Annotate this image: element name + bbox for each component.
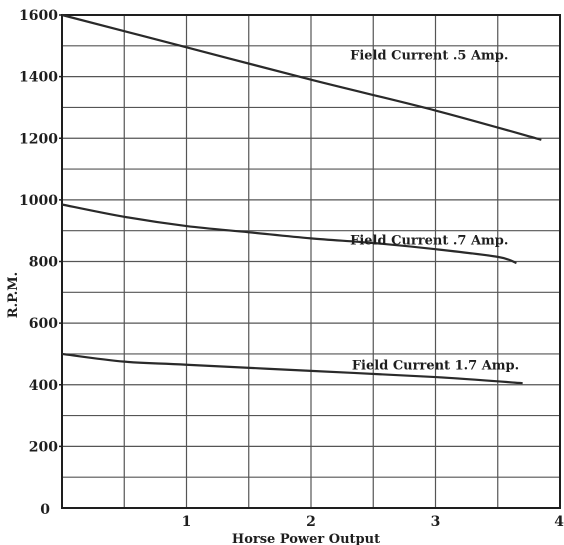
y-tick-label: 800 bbox=[29, 255, 58, 271]
origin-label: 0 bbox=[40, 502, 50, 518]
x-axis-label: Horse Power Output bbox=[232, 532, 380, 545]
series-label-3: Field Current 1.7 Amp. bbox=[352, 358, 519, 373]
y-tick-label: 1600 bbox=[19, 8, 58, 24]
y-tick-label: 200 bbox=[29, 439, 58, 455]
y-tick-labels: 200 400 600 800 1000 1200 1400 1600 0 bbox=[19, 8, 62, 518]
x-tick-label: 3 bbox=[431, 514, 441, 530]
series-line-1 bbox=[61, 13, 542, 141]
series-line-3 bbox=[61, 352, 523, 385]
x-tick-labels: 1 2 3 4 bbox=[182, 514, 564, 530]
series-lines: Field Current .5 Amp. Field Current .7 Am… bbox=[61, 13, 542, 385]
y-tick-label: 600 bbox=[29, 316, 58, 332]
y-tick-label: 1400 bbox=[19, 70, 58, 86]
x-tick-label: 4 bbox=[554, 514, 564, 530]
x-tick-label: 2 bbox=[306, 514, 316, 530]
y-tick-label: 400 bbox=[29, 378, 58, 394]
series-label-2: Field Current .7 Amp. bbox=[350, 234, 508, 249]
series-label-1: Field Current .5 Amp. bbox=[350, 49, 508, 64]
y-axis-label: R.P.M. bbox=[6, 272, 21, 318]
x-tick-label: 1 bbox=[182, 514, 192, 530]
series-line-2 bbox=[61, 203, 517, 265]
grid bbox=[62, 15, 560, 508]
y-tick-label: 1200 bbox=[19, 131, 58, 147]
y-tick-label: 1000 bbox=[19, 193, 58, 209]
